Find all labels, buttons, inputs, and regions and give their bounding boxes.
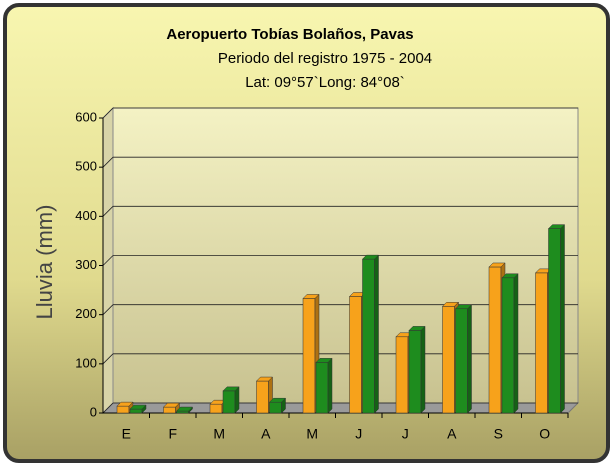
bar <box>501 277 515 414</box>
x-tick-label: J <box>402 426 409 442</box>
bar-side <box>234 386 240 414</box>
bar <box>315 362 329 414</box>
grid-line <box>102 353 114 365</box>
x-tick-label: O <box>539 426 550 442</box>
bar <box>256 380 269 414</box>
grid-line <box>102 107 114 119</box>
y-tick-label: 200 <box>75 306 97 321</box>
subtitle: Lat: 09°57`Long: 84°08` <box>245 74 405 91</box>
bar-side <box>560 224 565 414</box>
x-tick-label: A <box>261 426 271 442</box>
bar <box>116 405 130 414</box>
x-tick-label: S <box>494 426 503 442</box>
grid-line <box>102 156 114 168</box>
y-tick-label: 600 <box>75 109 97 124</box>
bar <box>163 406 176 414</box>
bar <box>222 390 236 414</box>
y-tick-label: 0 <box>90 404 97 419</box>
grid-line <box>102 255 114 266</box>
bar <box>362 258 375 414</box>
bar-side <box>188 406 193 414</box>
x-tick-label: M <box>213 426 225 442</box>
x-tick-label: A <box>447 426 457 442</box>
bar-side <box>141 404 147 414</box>
bar <box>442 306 455 414</box>
bar <box>302 298 316 414</box>
bar-side <box>513 273 519 414</box>
x-tick-label: J <box>355 426 362 442</box>
bar <box>395 336 409 414</box>
y-tick-label: 500 <box>75 159 97 174</box>
chart-title: Aeropuerto Tobías Bolaños, Pavas <box>166 26 413 43</box>
grid-line <box>102 206 114 217</box>
bar <box>535 272 548 414</box>
x-tick-label: M <box>306 426 318 442</box>
bar <box>209 403 223 414</box>
x-tick-label: E <box>122 426 131 442</box>
y-tick-label: 300 <box>75 257 97 272</box>
bar <box>269 401 282 414</box>
bar-side <box>374 254 379 414</box>
bar <box>129 408 143 414</box>
subtitle: Periodo del registro 1975 - 2004 <box>218 50 432 67</box>
bar <box>349 296 362 414</box>
bar-side <box>420 325 426 414</box>
bar-side <box>281 397 286 414</box>
y-tick-label: 100 <box>75 355 97 370</box>
bar <box>488 266 502 414</box>
bar <box>176 410 189 414</box>
x-tick-label: F <box>168 426 177 442</box>
grid-line <box>102 402 114 414</box>
bar-side <box>327 357 333 414</box>
bar <box>548 228 561 414</box>
bar-side <box>467 304 472 414</box>
bar <box>455 308 468 414</box>
y-axis-label: Lluvia (mm) <box>32 205 57 320</box>
bar <box>408 330 422 414</box>
y-tick-label: 400 <box>75 208 97 223</box>
grid-line <box>102 304 114 315</box>
